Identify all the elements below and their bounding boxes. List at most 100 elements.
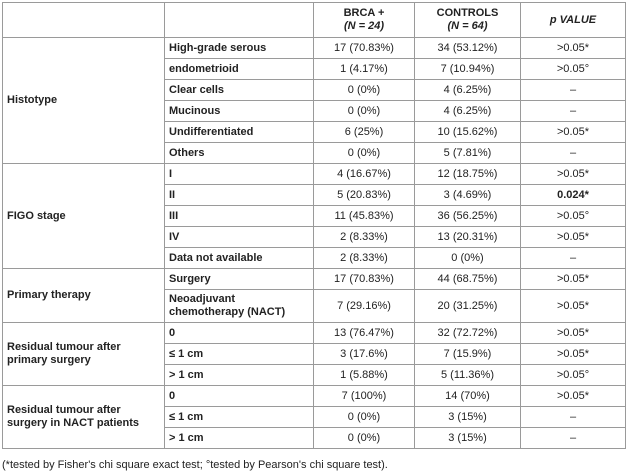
subgroup-label: Mucinous (164, 100, 314, 122)
brca-value: 0 (0%) (313, 427, 415, 449)
controls-value: 44 (68.75%) (414, 268, 521, 290)
table-row: Others 0 (0%) 5 (7.81%) – (3, 142, 626, 164)
table-row: IV 2 (8.33%) 13 (20.31%) >0.05* (3, 226, 626, 248)
brca-value: 4 (16.67%) (313, 163, 415, 185)
subgroup-label: High-grade serous (164, 37, 314, 59)
header-p-label: p VALUE (549, 13, 597, 26)
brca-value: 3 (17.6%) (313, 343, 415, 365)
controls-value: 32 (72.72%) (414, 322, 521, 344)
group-label: Histotype (2, 37, 165, 164)
table-row: Mucinous 0 (0%) 4 (6.25%) – (3, 100, 626, 122)
brca-value: 1 (4.17%) (313, 58, 415, 80)
controls-value: 7 (15.9%) (414, 343, 521, 365)
controls-value: 3 (15%) (414, 406, 521, 428)
p-value: – (520, 247, 626, 269)
table-row: ≤ 1 cm 3 (17.6%) 7 (15.9%) >0.05* (3, 343, 626, 365)
p-value: >0.05* (520, 343, 626, 365)
controls-value: 36 (56.25%) (414, 205, 521, 227)
header-controls-n: (N = 64) (447, 20, 488, 32)
subgroup-label: II (164, 184, 314, 206)
brca-value: 1 (5.88%) (313, 364, 415, 386)
brca-value: 2 (8.33%) (313, 226, 415, 248)
table-footnote: (*tested by Fisher's chi square exact te… (2, 459, 388, 471)
controls-value: 20 (31.25%) (414, 289, 521, 323)
subgroup-label: > 1 cm (164, 364, 314, 386)
subgroup-label: I (164, 163, 314, 185)
subgroup-label: ≤ 1 cm (164, 406, 314, 428)
controls-value: 0 (0%) (414, 247, 521, 269)
p-value: >0.05* (520, 322, 626, 344)
header-controls: CONTROLS (N = 64) (414, 2, 521, 38)
p-value: >0.05* (520, 226, 626, 248)
results-table: BRCA + (N = 24) CONTROLS (N = 64) p VALUE … (2, 2, 626, 449)
group-label: FIGO stage (2, 163, 165, 269)
controls-value: 7 (10.94%) (414, 58, 521, 80)
group-label: Residual tumour after surgery in NACT pa… (2, 385, 165, 449)
table-row: III 11 (45.83%) 36 (56.25%) >0.05° (3, 205, 626, 227)
subgroup-label: Data not available (164, 247, 314, 269)
subgroup-label: III (164, 205, 314, 227)
table-row: Neoadjuvant chemotherapy (NACT) 7 (29.16%… (3, 289, 626, 323)
header-p-value: p VALUE (520, 2, 626, 38)
controls-value: 3 (4.69%) (414, 184, 521, 206)
table-row: Primary therapy Surgery 17 (70.83%) 44 (68.… (2, 268, 626, 323)
controls-value: 4 (6.25%) (414, 100, 521, 122)
table-row: ≤ 1 cm 0 (0%) 3 (15%) – (3, 406, 626, 428)
controls-value: 5 (11.36%) (414, 364, 521, 386)
table-row: Undifferentiated 6 (25%) 10 (15.62%) >0.05* (3, 121, 626, 143)
group-label: Residual tumour after primary surgery (2, 322, 165, 386)
subgroup-label: Others (164, 142, 314, 164)
brca-value: 13 (76.47%) (313, 322, 415, 344)
controls-value: 5 (7.81%) (414, 142, 521, 164)
p-value: >0.05* (520, 268, 626, 290)
subgroup-label: 0 (164, 322, 314, 344)
p-value: – (520, 100, 626, 122)
table-body: BRCA + (N = 24) CONTROLS (N = 64) p VALUE … (2, 2, 626, 449)
table-row: Residual tumour after primary surgery 0 13… (2, 322, 626, 386)
subgroup-label: Neoadjuvant chemotherapy (NACT) (164, 289, 314, 323)
header-brca: BRCA + (N = 24) (313, 2, 415, 38)
p-value: >0.05* (520, 163, 626, 185)
brca-value: 0 (0%) (313, 79, 415, 101)
brca-value: 0 (0%) (313, 100, 415, 122)
subgroup-label: ≤ 1 cm (164, 343, 314, 365)
p-value: – (520, 427, 626, 449)
controls-value: 34 (53.12%) (414, 37, 521, 59)
p-value: >0.05° (520, 364, 626, 386)
p-value: >0.05* (520, 385, 626, 407)
subgroup-label: Undifferentiated (164, 121, 314, 143)
subgroup-label: Clear cells (164, 79, 314, 101)
p-value: >0.05* (520, 37, 626, 59)
brca-value: 11 (45.83%) (313, 205, 415, 227)
p-value: 0.024* (520, 184, 626, 206)
table-row: Residual tumour after surgery in NACT pa… (2, 385, 626, 449)
p-value: – (520, 406, 626, 428)
table-row: Histotype High-grade serous 17 (70.83%) 34 … (2, 37, 626, 164)
p-value: >0.05° (520, 58, 626, 80)
p-value: >0.05° (520, 205, 626, 227)
p-value: >0.05* (520, 121, 626, 143)
brca-value: 17 (70.83%) (313, 268, 415, 290)
p-value: – (520, 79, 626, 101)
subgroup-label: > 1 cm (164, 427, 314, 449)
controls-value: 4 (6.25%) (414, 79, 521, 101)
brca-value: 2 (8.33%) (313, 247, 415, 269)
p-value: – (520, 142, 626, 164)
brca-value: 7 (29.16%) (313, 289, 415, 323)
header-empty-cell (164, 2, 314, 38)
table-row: II 5 (20.83%) 3 (4.69%) 0.024* (3, 184, 626, 206)
header-brca-n: (N = 24) (343, 20, 385, 32)
group-label: Primary therapy (2, 268, 165, 323)
controls-value: 12 (18.75%) (414, 163, 521, 185)
brca-value: 5 (20.83%) (313, 184, 415, 206)
table-row: FIGO stage I 4 (16.67%) 12 (18.75%) >0.05* (2, 163, 626, 269)
brca-value: 7 (100%) (313, 385, 415, 407)
header-brca-label: BRCA + (343, 7, 385, 19)
header-row: BRCA + (N = 24) CONTROLS (N = 64) p VALUE (2, 2, 626, 38)
subgroup-label: Surgery (164, 268, 314, 290)
header-controls-label: CONTROLS (436, 7, 499, 19)
controls-value: 14 (70%) (414, 385, 521, 407)
brca-value: 6 (25%) (313, 121, 415, 143)
subgroup-label: endometrioid (164, 58, 314, 80)
brca-value: 17 (70.83%) (313, 37, 415, 59)
